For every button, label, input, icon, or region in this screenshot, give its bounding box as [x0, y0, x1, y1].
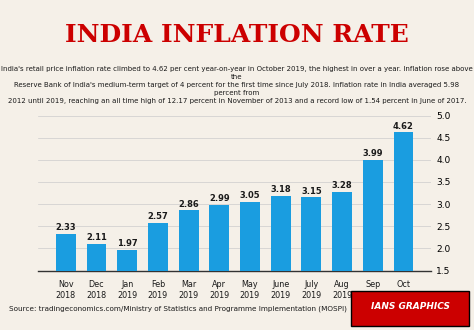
Text: IANS GRAPHICS: IANS GRAPHICS [371, 302, 449, 311]
Bar [271, 196, 291, 330]
Bar [86, 244, 107, 330]
Bar [393, 132, 413, 330]
Text: 2.99: 2.99 [209, 194, 229, 203]
Bar [210, 205, 229, 330]
Text: 3.99: 3.99 [363, 149, 383, 158]
Bar [332, 192, 352, 330]
Text: 3.05: 3.05 [240, 191, 260, 200]
Text: 2.11: 2.11 [86, 233, 107, 242]
Text: 4.62: 4.62 [393, 121, 414, 131]
Bar [148, 223, 168, 330]
Bar [56, 234, 76, 330]
Bar [240, 202, 260, 330]
Bar [117, 250, 137, 330]
Bar [363, 160, 383, 330]
Text: India's retail price inflation rate climbed to 4.62 per cent year-on-year in Oct: India's retail price inflation rate clim… [1, 66, 473, 104]
Text: 2.57: 2.57 [147, 213, 168, 221]
Text: 3.18: 3.18 [270, 185, 291, 194]
Text: 3.28: 3.28 [332, 181, 352, 190]
Bar [301, 197, 321, 330]
Text: 2.33: 2.33 [55, 223, 76, 232]
Text: Source: tradingeconomics.com/Ministry of Statistics and Programme Implementation: Source: tradingeconomics.com/Ministry of… [9, 305, 347, 312]
Bar [179, 210, 199, 330]
Text: 3.15: 3.15 [301, 187, 322, 196]
Text: INDIA INFLATION RATE: INDIA INFLATION RATE [65, 23, 409, 47]
Text: 2.86: 2.86 [178, 200, 199, 209]
Text: 1.97: 1.97 [117, 239, 137, 248]
FancyBboxPatch shape [351, 291, 469, 326]
